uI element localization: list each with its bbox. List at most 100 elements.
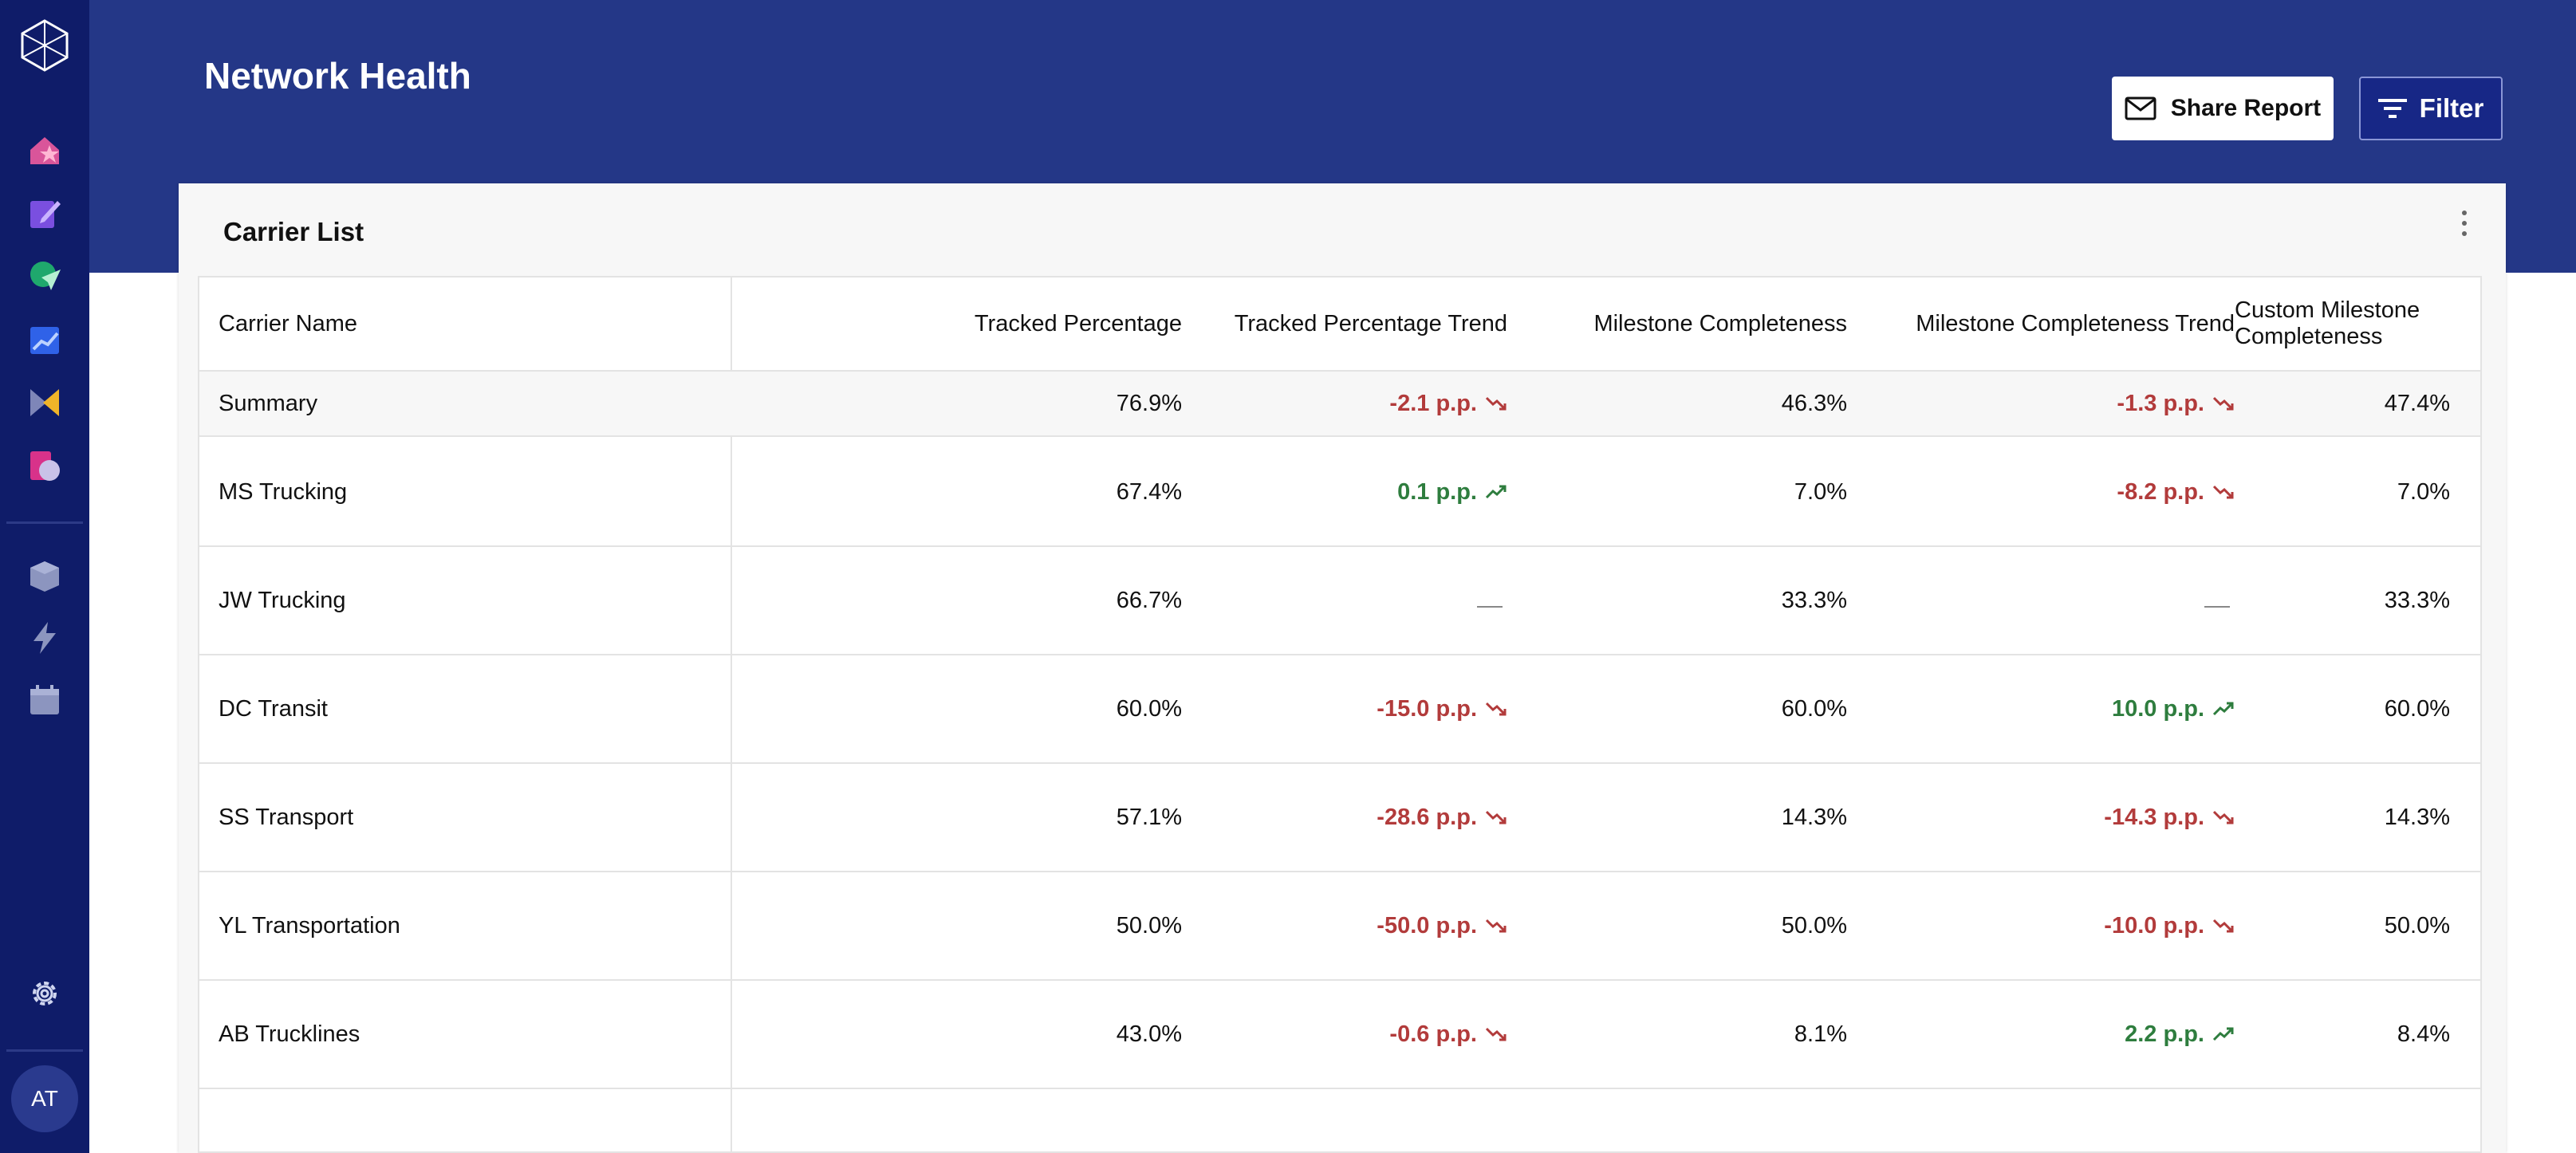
trend-text: -50.0 p.p. xyxy=(1377,912,1477,939)
summary-label: Summary xyxy=(219,390,318,416)
tracked-trend-cell xyxy=(1182,547,1507,654)
trend-text: -15.0 p.p. xyxy=(1377,695,1477,722)
avatar[interactable]: AT xyxy=(11,1065,78,1132)
trend-text: -14.3 p.p. xyxy=(2104,804,2204,830)
column-divider xyxy=(731,277,732,1153)
tracked-percentage: 57.1% xyxy=(1116,804,1182,830)
sidebar-divider xyxy=(6,1049,83,1052)
custom-milestone-completeness: 14.3% xyxy=(2384,804,2450,830)
column-header-tracked-percentage-trend[interactable]: Tracked Percentage Trend xyxy=(1234,310,1507,336)
tracked-trend-cell: -15.0 p.p. xyxy=(1182,655,1507,762)
tracked-percentage: 43.0% xyxy=(1116,1021,1182,1047)
summary-tracked-trend-cell: -2.1 p.p. xyxy=(1182,372,1507,435)
summary-milestone-trend-cell: -1.3 p.p. xyxy=(1847,372,2235,435)
carrier-name[interactable]: JW Trucking xyxy=(219,587,346,613)
trend-value: -8.2 p.p. xyxy=(2117,479,2235,506)
trend-up-icon xyxy=(2212,702,2234,716)
no-trend-dash xyxy=(1477,606,1503,608)
trend-up-icon xyxy=(2212,1027,2234,1041)
trend-value xyxy=(1477,593,1507,608)
table-row[interactable]: JW Trucking 66.7% 33.3% 33.3% xyxy=(199,547,2480,655)
trend-value xyxy=(2204,593,2235,608)
trend-text: -1.3 p.p. xyxy=(2117,390,2204,416)
table-row[interactable]: SS Transport 57.1% -28.6 p.p. 14.3% -14.3 p.… xyxy=(199,764,2480,872)
trend-text: 0.1 p.p. xyxy=(1397,478,1477,505)
table-row[interactable]: DC Transit 60.0% -15.0 p.p. 60.0% 10.0 p.p. 6… xyxy=(199,655,2480,764)
mail-icon xyxy=(2125,96,2157,120)
report-icon[interactable] xyxy=(24,445,65,486)
milestone-trend-cell xyxy=(1847,547,2235,654)
analytics-icon[interactable] xyxy=(24,319,65,360)
more-options-icon[interactable] xyxy=(2458,207,2471,239)
summary-custom: 47.4% xyxy=(2384,390,2450,416)
table-row[interactable]: AB Trucklines 43.0% -0.6 p.p. 8.1% 2.2 p.p. 8… xyxy=(199,981,2480,1089)
carrier-name[interactable]: AB Trucklines xyxy=(219,1021,360,1047)
milestone-completeness: 7.0% xyxy=(1794,478,1847,505)
trend-down-icon xyxy=(2212,810,2234,824)
trend-down-icon xyxy=(2212,396,2234,411)
summary-row: Summary 76.9% -2.1 p.p. 46.3% -1.3 p.p. … xyxy=(199,372,2480,437)
edit-icon[interactable] xyxy=(24,193,65,234)
carrier-name[interactable]: SS Transport xyxy=(219,804,354,830)
share-report-button[interactable]: Share Report xyxy=(2112,77,2334,140)
custom-milestone-completeness: 8.4% xyxy=(2397,1021,2450,1047)
gear-icon[interactable] xyxy=(24,973,65,1014)
milestone-trend-cell: 10.0 p.p. xyxy=(1847,655,2235,762)
column-header-milestone-completeness[interactable]: Milestone Completeness xyxy=(1593,310,1847,336)
column-header-milestone-completeness-trend[interactable]: Milestone Completeness Trend xyxy=(1916,310,2235,336)
table-row[interactable]: YL Transportation 50.0% -50.0 p.p. 50.0% -10… xyxy=(199,872,2480,981)
column-header-custom-milestone-completeness[interactable]: Custom Milestone Completeness xyxy=(2235,297,2420,349)
trend-value: -1.3 p.p. xyxy=(2117,391,2235,417)
carrier-name[interactable]: YL Transportation xyxy=(219,912,400,939)
calendar-icon[interactable] xyxy=(24,679,65,721)
trend-value: -0.6 p.p. xyxy=(1389,1021,1507,1048)
trend-value: 0.1 p.p. xyxy=(1397,479,1507,506)
milestone-completeness: 14.3% xyxy=(1781,804,1847,830)
bolt-icon[interactable] xyxy=(24,617,65,659)
milestone-trend-cell: 2.2 p.p. xyxy=(1847,981,2235,1088)
milestone-completeness: 60.0% xyxy=(1781,695,1847,722)
custom-milestone-completeness: 50.0% xyxy=(2384,912,2450,939)
column-header-carrier-name[interactable]: Carrier Name xyxy=(219,310,358,336)
tracked-percentage: 66.7% xyxy=(1116,587,1182,613)
table-row[interactable]: MS Trucking 67.4% 0.1 p.p. 7.0% -8.2 p.p. 7.0… xyxy=(199,439,2480,547)
column-header-tracked-percentage[interactable]: Tracked Percentage xyxy=(974,310,1182,336)
trend-value: -15.0 p.p. xyxy=(1377,696,1507,722)
trend-text: 10.0 p.p. xyxy=(2111,695,2204,722)
trend-text: 2.2 p.p. xyxy=(2125,1021,2204,1047)
trend-down-icon xyxy=(1485,396,1507,411)
trend-down-icon xyxy=(1485,1027,1507,1041)
filter-button[interactable]: Filter xyxy=(2359,77,2503,140)
milestone-completeness: 8.1% xyxy=(1794,1021,1847,1047)
carrier-name[interactable]: DC Transit xyxy=(219,695,328,722)
custom-milestone-completeness: 60.0% xyxy=(2384,695,2450,722)
sidebar-divider xyxy=(6,521,83,524)
carrier-name[interactable]: MS Trucking xyxy=(219,478,348,505)
trend-text: -0.6 p.p. xyxy=(1389,1021,1477,1047)
flag-icon[interactable] xyxy=(24,381,65,423)
tracked-percentage: 50.0% xyxy=(1116,912,1182,939)
trend-down-icon xyxy=(2212,919,2234,933)
send-icon[interactable] xyxy=(24,255,65,297)
logo-icon[interactable] xyxy=(19,18,70,73)
trend-value: -28.6 p.p. xyxy=(1377,805,1507,831)
milestone-completeness: 50.0% xyxy=(1781,912,1847,939)
trend-down-icon xyxy=(1485,919,1507,933)
trend-text: -8.2 p.p. xyxy=(2117,478,2204,505)
home-star-icon[interactable] xyxy=(24,129,65,171)
summary-tracked: 76.9% xyxy=(1116,390,1182,416)
tracked-percentage: 60.0% xyxy=(1116,695,1182,722)
tracked-percentage: 67.4% xyxy=(1116,478,1182,505)
filter-label: Filter xyxy=(2419,93,2484,123)
trend-text: -2.1 p.p. xyxy=(1389,390,1477,416)
summary-milestone: 46.3% xyxy=(1781,390,1847,416)
trend-down-icon xyxy=(1485,810,1507,824)
trend-value: -2.1 p.p. xyxy=(1389,391,1507,417)
carrier-list-card: Carrier List Carrier Name Tracked Percen… xyxy=(179,183,2506,1153)
milestone-completeness: 33.3% xyxy=(1781,587,1847,613)
box-icon[interactable] xyxy=(24,555,65,596)
no-trend-dash xyxy=(2204,606,2230,608)
table-header-row: Carrier Name Tracked Percentage Tracked … xyxy=(199,277,2480,372)
trend-down-icon xyxy=(2212,485,2234,499)
